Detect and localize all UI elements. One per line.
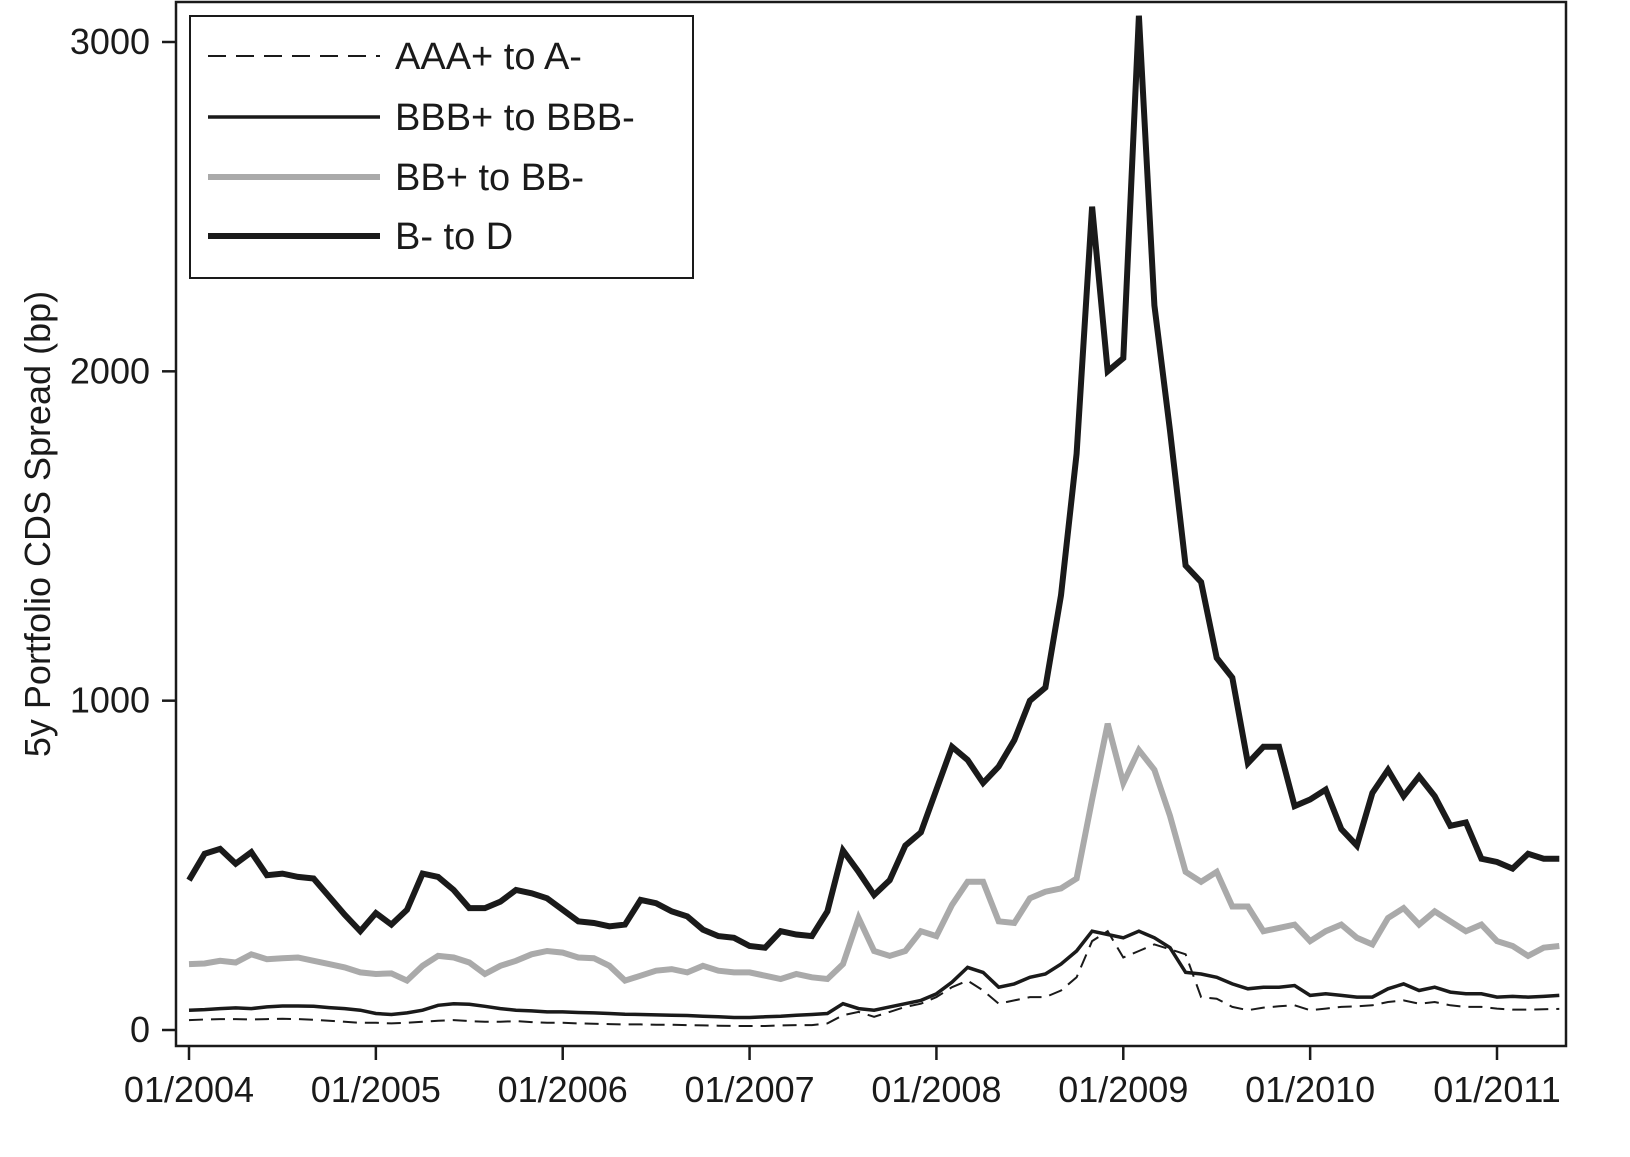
x-axis: 01/2004 01/2005 01/2006 01/2007 01/2008 01/20… xyxy=(124,1046,1561,1110)
legend-entry-b: B- to D xyxy=(208,216,513,258)
y-tick-label-1000: 1000 xyxy=(70,680,150,721)
x-tick-label-2006-01: 01/2006 xyxy=(498,1069,628,1110)
x-tick-label-2010-01: 01/2010 xyxy=(1245,1069,1375,1110)
plot-frame xyxy=(174,0,1568,1048)
y-axis: 0 1000 2000 3000 xyxy=(70,21,176,1050)
series-line-b-to-d xyxy=(186,15,1560,951)
series-line-bbb-to-bbb xyxy=(188,929,1560,1020)
legend-entry-bb: BB+ to BB- xyxy=(208,157,584,199)
legend-label-bb: BB+ to BB- xyxy=(395,157,584,199)
x-tick-label-2011-01: 01/2011 xyxy=(1433,1069,1560,1110)
legend-label-bbb: BBB+ to BBB- xyxy=(395,97,635,139)
legend: AAA+ to A- BBB+ to BBB- BB+ to BB- B- to… xyxy=(189,15,694,279)
legend-entry-aaa: AAA+ to A- xyxy=(208,36,582,78)
series-line-aaa-to-a xyxy=(188,929,1560,1027)
x-tick-label-2005-01: 01/2005 xyxy=(311,1069,441,1110)
y-tick-label-2000: 2000 xyxy=(70,350,150,391)
x-tick-label-2008-01: 01/2008 xyxy=(871,1069,1001,1110)
x-tick-label-2007-01: 01/2007 xyxy=(685,1069,815,1110)
x-tick-label-2004-01: 01/2004 xyxy=(124,1069,254,1110)
legend-label-aaa: AAA+ to A- xyxy=(395,36,582,78)
series-layer xyxy=(186,15,1560,1027)
y-axis-title: 5y Portfolio CDS Spread (bp) xyxy=(17,291,58,757)
series-line-bb-to-bb xyxy=(188,722,1560,985)
y-tick-label-0: 0 xyxy=(130,1009,150,1050)
x-tick-label-2009-01: 01/2009 xyxy=(1058,1069,1188,1110)
legend-label-b: B- to D xyxy=(395,216,513,258)
legend-entry-bbb: BBB+ to BBB- xyxy=(208,97,635,139)
y-tick-label-3000: 3000 xyxy=(70,21,150,62)
